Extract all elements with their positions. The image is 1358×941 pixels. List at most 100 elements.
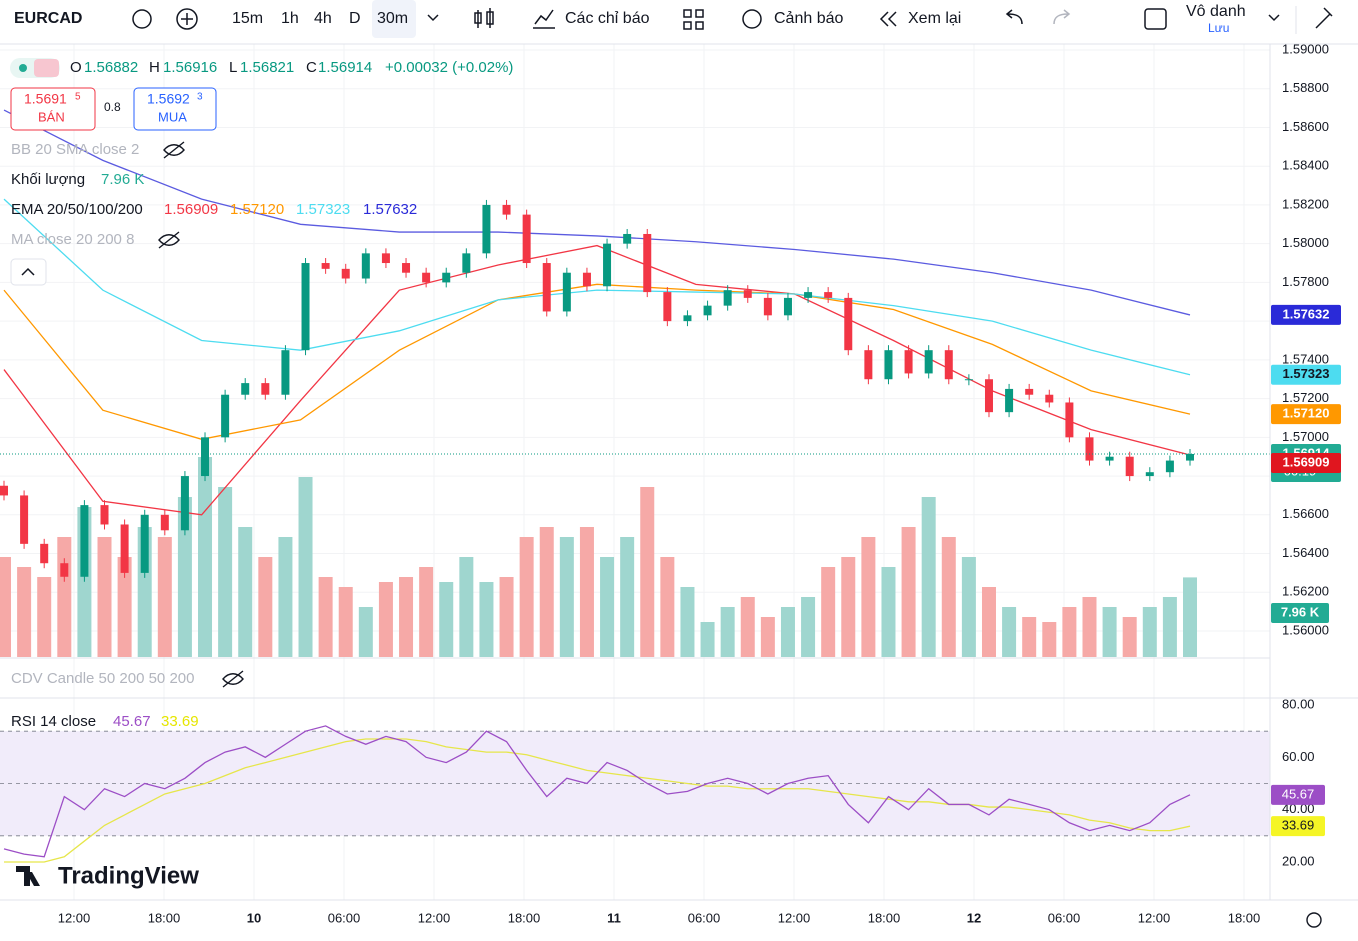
price-badge-label: 1.56909 [1283,454,1330,469]
logo-mark [16,866,40,886]
hidden-icon[interactable] [222,670,244,688]
legend-high: 1.56916 [163,59,217,76]
volume-bar [479,582,494,657]
candle-body [0,485,8,496]
candle-body [261,383,270,395]
rsi-badge-label: 33.69 [1282,818,1315,833]
replay-icon[interactable] [879,11,897,27]
layout-icon[interactable] [1144,8,1167,30]
volume-bar [1002,607,1017,657]
legend-key: O [70,59,82,76]
volume-bar [961,557,976,657]
time-label: 12:00 [58,910,91,925]
indicators-icon[interactable] [533,9,555,29]
ema-line [3,244,1191,516]
volume-bar [720,607,735,657]
time-label: 12:00 [778,910,811,925]
cdv-indicator[interactable]: CDV Candle 50 200 50 200 [11,670,194,687]
ema-value: 1.57120 [230,201,284,218]
volume-bar [1062,607,1077,657]
price-badge-label: 1.57120 [1283,406,1330,421]
volume-bar [1122,617,1137,657]
volume-bar [1022,617,1037,657]
price-badge-label: 1.57632 [1283,306,1330,321]
compare-icon[interactable] [176,8,198,30]
collapse-button[interactable] [10,258,47,286]
time-label: 12 [967,910,981,925]
ema-indicator[interactable]: EMA 20/50/100/200 [11,201,143,218]
indicators-button[interactable]: Các chỉ báo [565,10,650,27]
price-tick-label: 1.58000 [1282,235,1329,250]
volume-bar [278,537,293,657]
candle-body [180,476,189,531]
ma-indicator[interactable]: MA close 20 200 8 [11,231,134,248]
candle-body [522,214,531,264]
interval[interactable]: 15m [232,10,263,27]
price-tick-label: 1.57800 [1282,274,1329,289]
rsi-line [4,738,1191,863]
quick-search[interactable] [1315,7,1333,29]
volume-bar [1102,607,1117,657]
volume-bar [419,567,434,657]
buy-price: 1.5692 [147,91,190,107]
volume-badge-label: 7.96 K [1281,604,1320,619]
candle-body [100,505,109,525]
redo[interactable] [1053,9,1071,25]
grid [0,44,1270,900]
undo[interactable] [1005,9,1023,25]
volume-bar [620,537,635,657]
rsi-tick-label: 80.00 [1282,696,1315,711]
templates-icon[interactable] [683,9,704,30]
candle-body [562,272,571,312]
candle-body [944,350,953,380]
layout-dropdown[interactable] [1268,14,1280,22]
volume-bar [841,557,856,657]
alert-button[interactable]: Cảnh báo [774,10,843,27]
rsi-value: 45.67 [113,713,151,730]
interval[interactable]: D [349,10,361,27]
price-tick-label: 1.57200 [1282,390,1329,405]
volume-bar [780,607,795,657]
candle-body [542,263,551,312]
volume-bar [760,617,775,657]
save-label[interactable]: Lưu [1208,21,1229,35]
symbol[interactable]: EURCAD [14,10,82,27]
interval[interactable]: 4h [314,10,332,27]
replay-button[interactable]: Xem lại [908,10,961,27]
volume-bar [258,557,273,657]
settings[interactable] [1306,912,1322,928]
volume-bar [0,557,11,657]
buy-label: MUA [158,109,187,124]
layout-name[interactable]: Vô danh [1186,3,1246,20]
candle-body [804,292,813,298]
hidden-icon[interactable] [158,231,180,249]
price-badge [1271,404,1341,425]
interval-dropdown[interactable] [427,14,439,22]
volume-bar [559,537,574,657]
candle-body [1105,456,1114,461]
volume-bar [17,567,32,657]
volume-bar [660,557,675,657]
rsi-indicator[interactable]: RSI 14 close [11,713,96,730]
sell-button[interactable] [10,87,96,131]
ema-line [3,198,1191,376]
volume-bar [600,557,615,657]
price-badge [1271,452,1341,473]
candle-body [904,350,913,374]
price-tick-label: 1.58200 [1282,196,1329,211]
volume-bar [801,597,816,657]
bb-indicator[interactable]: BB 20 SMA close 2 [11,141,139,158]
alert-icon[interactable] [742,9,762,29]
candle-body [120,524,129,573]
chart-type-icon[interactable] [474,8,494,28]
hidden-icon[interactable] [163,141,185,159]
volume-indicator[interactable]: Khối lượng [11,171,85,188]
buy-pip: 3 [197,92,203,103]
symbol-search-icon[interactable] [132,9,152,29]
volume-bar [1042,622,1057,657]
active-interval[interactable]: 30m [377,10,408,27]
candle-body [1186,453,1194,461]
volume-bar [881,567,896,657]
interval[interactable]: 1h [281,10,299,27]
buy-button[interactable] [133,87,217,131]
